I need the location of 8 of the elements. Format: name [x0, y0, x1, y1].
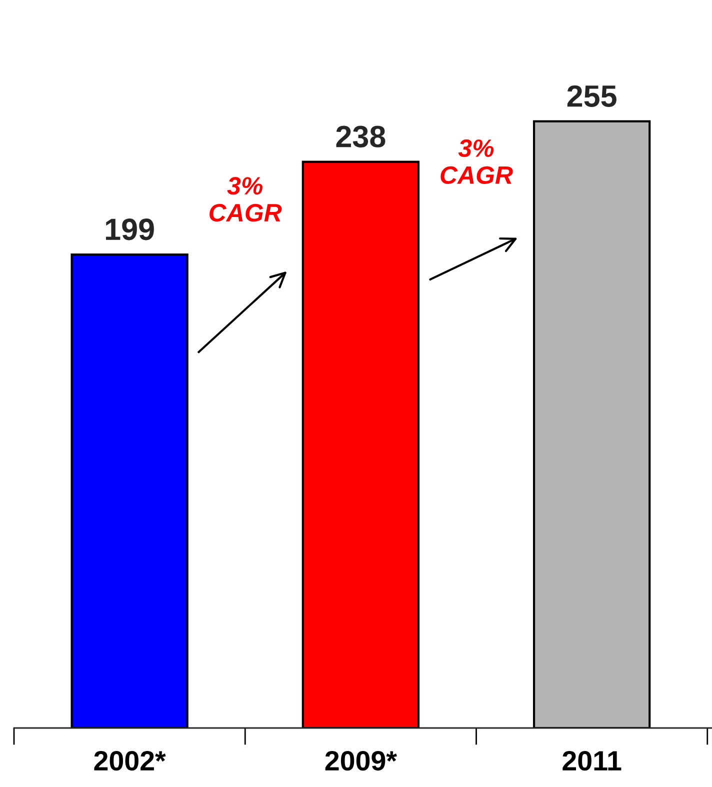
x-tick-label: 2009*: [325, 750, 397, 771]
data-label: 238: [336, 126, 386, 148]
annotation: 3% CAGR: [440, 139, 513, 184]
data-label: 255: [567, 85, 616, 107]
x-tick-label: 2002*: [94, 750, 166, 771]
annotation: 3% CAGR: [210, 176, 282, 222]
x-tick-label: 2011: [562, 750, 622, 771]
data-label: 199: [106, 218, 154, 240]
